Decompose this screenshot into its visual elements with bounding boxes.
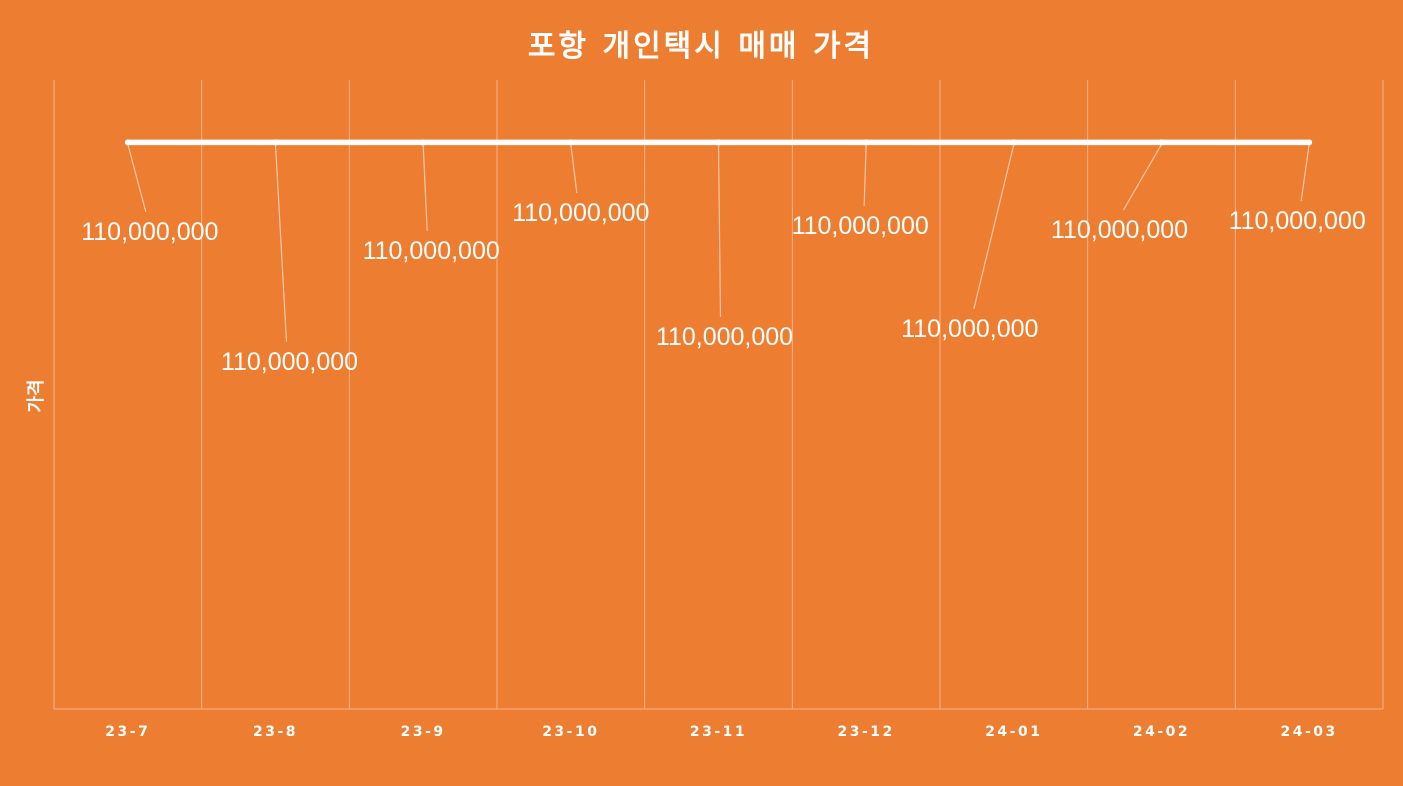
data-point [1158, 139, 1165, 146]
data-point [863, 139, 870, 146]
leader-line [422, 144, 428, 232]
data-point [420, 139, 427, 146]
x-tick-label: 23-9 [401, 724, 446, 740]
data-label: 110,000,000 [512, 199, 649, 227]
leader-line [274, 144, 288, 343]
data-label: 110,000,000 [221, 348, 358, 376]
x-tick-label: 23-12 [838, 724, 895, 740]
leader-line [973, 144, 1015, 310]
chart-title: 포항 개인택시 매매 가격 [528, 29, 874, 64]
x-tick-label: 23-8 [253, 724, 298, 740]
x-tick-label: 23-11 [690, 724, 747, 740]
data-point [272, 139, 279, 146]
leader-line [863, 144, 867, 207]
data-label: 110,000,000 [656, 323, 793, 351]
x-axis-ticks: 23-7 23-8 23-9 23-10 23-11 23-12 24-01 24-02 24-… [105, 724, 1338, 740]
leader-line [570, 144, 578, 194]
leader-line [1300, 144, 1310, 202]
data-point [715, 139, 722, 146]
x-tick-label: 23-7 [105, 724, 150, 740]
data-point [124, 139, 131, 146]
data-point [567, 139, 574, 146]
x-tick-label: 24-01 [985, 724, 1042, 740]
x-tick-label: 23-10 [542, 724, 599, 740]
leader-line [127, 144, 147, 213]
data-label: 110,000,000 [792, 212, 929, 240]
series-layer [124, 139, 1313, 146]
data-label: 110,000,000 [81, 218, 218, 246]
data-label: 110,000,000 [1229, 207, 1366, 235]
data-label: 110,000,000 [1051, 216, 1188, 244]
data-label: 110,000,000 [363, 237, 500, 265]
data-labels: 110,000,000 110,000,000 110,000,000 110,000… [81, 199, 1366, 376]
data-point [1010, 139, 1017, 146]
grid-lines [53, 80, 1384, 710]
x-tick-label: 24-03 [1281, 724, 1338, 740]
data-label: 110,000,000 [901, 315, 1038, 343]
label-leader-lines [127, 144, 1310, 343]
x-tick-label: 24-02 [1133, 724, 1190, 740]
y-axis-label: 가격 [26, 379, 47, 412]
leader-line [1122, 144, 1163, 211]
leader-line [717, 144, 722, 318]
data-point [1306, 139, 1313, 146]
